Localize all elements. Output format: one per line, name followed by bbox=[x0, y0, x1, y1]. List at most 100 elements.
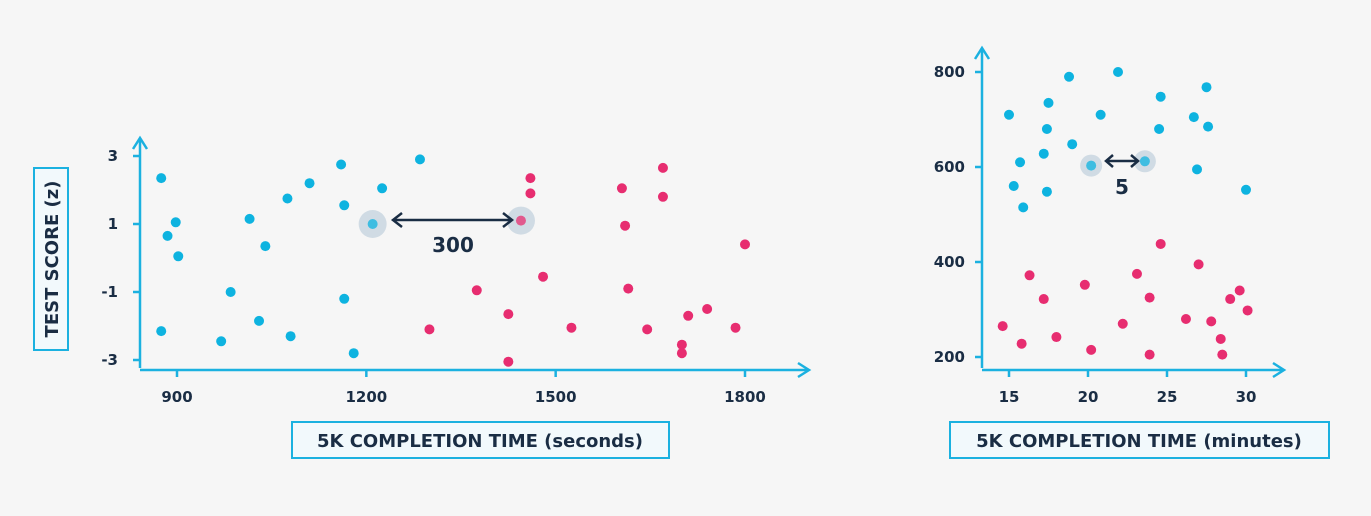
y-tick-label: -1 bbox=[101, 283, 118, 301]
pink-data-point bbox=[1144, 292, 1155, 303]
x-axis-label: 5K COMPLETION TIME (minutes) bbox=[976, 431, 1302, 452]
blue-data-point bbox=[254, 315, 265, 326]
blue-data-point bbox=[1008, 181, 1019, 191]
pink-data-point bbox=[1217, 349, 1228, 360]
pink-data-point bbox=[1038, 294, 1049, 305]
highlighted-points bbox=[358, 206, 535, 238]
x-tick-label: 1200 bbox=[345, 388, 387, 406]
data-points bbox=[997, 67, 1253, 360]
pink-data-point bbox=[1086, 344, 1097, 355]
y-tick-label: 1 bbox=[108, 215, 118, 233]
pink-data-point bbox=[623, 283, 634, 294]
pink-data-point bbox=[525, 173, 536, 184]
y-axis bbox=[973, 45, 991, 368]
pink-data-point bbox=[471, 285, 482, 296]
difference-arrow bbox=[390, 212, 515, 228]
pink-data-point bbox=[620, 220, 631, 231]
blue-data-point bbox=[170, 217, 181, 228]
blue-data-point bbox=[282, 193, 293, 204]
tick-layer: 900 1200 1500 1800 3 1 -1 -3 bbox=[101, 147, 766, 406]
pink-data-point bbox=[1131, 268, 1142, 279]
pink-data-point bbox=[1225, 294, 1236, 305]
blue-data-point bbox=[1067, 139, 1078, 150]
pink-data-point bbox=[503, 356, 514, 367]
scatter-chart-minutes: 15 20 25 30 800 600 400 200 5 5K COMPLETION TIM… bbox=[934, 45, 1330, 459]
blue-data-point bbox=[216, 336, 227, 347]
x-axis bbox=[982, 361, 1287, 379]
highlighted-pink-point bbox=[515, 215, 526, 226]
blue-data-point bbox=[377, 183, 388, 194]
blue-data-point bbox=[339, 200, 350, 211]
highlighted-blue-point bbox=[1139, 156, 1150, 167]
blue-data-point bbox=[414, 154, 425, 165]
pink-data-point bbox=[1155, 238, 1166, 249]
blue-data-point bbox=[156, 326, 167, 337]
blue-data-point bbox=[348, 348, 359, 359]
pink-data-point bbox=[525, 188, 536, 199]
blue-data-point bbox=[339, 293, 350, 304]
blue-data-point bbox=[1154, 124, 1165, 134]
highlighted-points bbox=[1080, 150, 1156, 177]
pink-data-point bbox=[1144, 349, 1155, 360]
pink-data-point bbox=[730, 322, 741, 333]
blue-data-point bbox=[1095, 109, 1106, 120]
y-tick-label: 200 bbox=[934, 348, 965, 366]
blue-data-point bbox=[1241, 184, 1251, 195]
blue-data-point bbox=[1004, 109, 1014, 120]
y-axis bbox=[131, 135, 149, 368]
pink-data-point bbox=[1242, 305, 1253, 316]
pink-data-point bbox=[1079, 279, 1090, 290]
blue-data-point bbox=[1038, 148, 1049, 159]
y-tick-label: 600 bbox=[934, 158, 965, 176]
blue-data-point bbox=[336, 159, 347, 170]
blue-data-point bbox=[162, 230, 173, 241]
blue-data-point bbox=[1192, 164, 1203, 175]
pink-data-point bbox=[1117, 318, 1128, 329]
scatter-chart-seconds: 900 1200 1500 1800 3 1 -1 -3 300 TEST SCORE (z)… bbox=[33, 135, 812, 459]
x-tick-label: 25 bbox=[1157, 388, 1178, 406]
blue-data-point bbox=[1043, 97, 1054, 108]
blue-data-point bbox=[1064, 71, 1075, 82]
pink-data-point bbox=[676, 339, 687, 350]
pink-data-point bbox=[566, 322, 577, 333]
x-tick-label: 1500 bbox=[535, 388, 577, 406]
difference-label: 5 bbox=[1115, 175, 1129, 199]
pink-data-point bbox=[642, 324, 653, 335]
blue-data-point bbox=[244, 213, 255, 224]
x-tick-label: 1800 bbox=[724, 388, 766, 406]
pink-data-point bbox=[503, 309, 514, 320]
highlighted-blue-point bbox=[367, 219, 378, 229]
pink-data-point bbox=[424, 324, 435, 335]
blue-data-point bbox=[1113, 67, 1124, 77]
pink-data-point bbox=[1206, 316, 1217, 327]
pink-data-point bbox=[1234, 285, 1245, 296]
pink-data-point bbox=[538, 271, 549, 282]
difference-label: 300 bbox=[432, 233, 474, 257]
x-axis bbox=[140, 361, 812, 379]
pink-data-point bbox=[676, 348, 687, 359]
blue-data-point bbox=[1203, 121, 1214, 132]
x-tick-label: 900 bbox=[161, 388, 192, 406]
blue-data-point bbox=[1155, 91, 1166, 102]
pink-data-point bbox=[657, 191, 668, 202]
pink-data-point bbox=[683, 310, 694, 321]
blue-data-point bbox=[1041, 186, 1052, 197]
x-axis-label-box: 5K COMPLETION TIME (seconds) bbox=[291, 421, 670, 459]
pink-data-point bbox=[616, 183, 627, 194]
y-tick-label: 800 bbox=[934, 63, 965, 81]
x-tick-label: 30 bbox=[1236, 388, 1257, 406]
pink-data-point bbox=[1193, 259, 1204, 270]
data-points bbox=[156, 154, 750, 367]
blue-data-point bbox=[304, 178, 315, 189]
difference-arrow bbox=[1104, 154, 1140, 168]
x-tick-label: 20 bbox=[1078, 388, 1099, 406]
blue-data-point bbox=[156, 173, 167, 184]
x-axis-label: 5K COMPLETION TIME (seconds) bbox=[317, 431, 643, 452]
blue-data-point bbox=[1041, 124, 1052, 134]
pink-data-point bbox=[1180, 314, 1191, 324]
blue-data-point bbox=[260, 241, 271, 252]
blue-data-point bbox=[1188, 112, 1199, 123]
pink-data-point bbox=[740, 239, 750, 250]
y-axis-label-box: TEST SCORE (z) bbox=[33, 167, 69, 351]
